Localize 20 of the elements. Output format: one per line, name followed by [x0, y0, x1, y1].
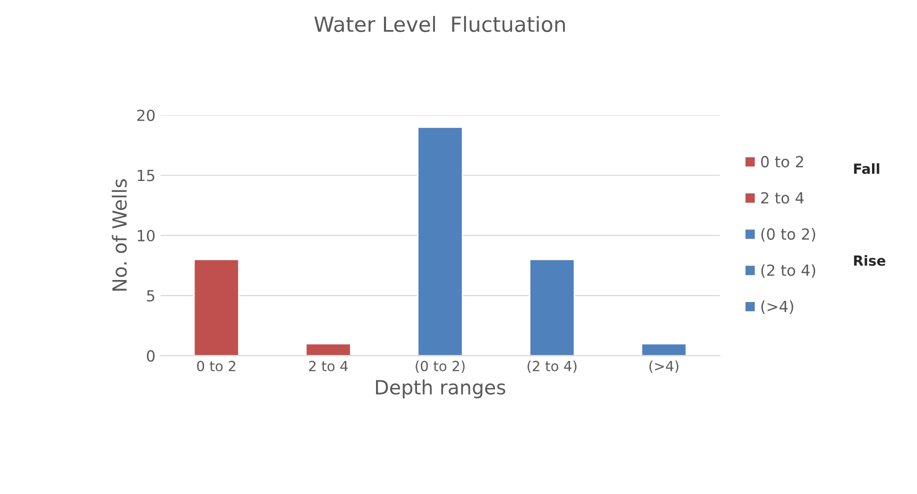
legend-label: 2 to 4: [761, 192, 804, 204]
x-tick-label: (2 to 4): [528, 360, 576, 373]
x-tick-label: (0 to 2): [416, 360, 465, 373]
y-tick-label: 10: [138, 230, 155, 242]
text: Rise: [854, 255, 886, 266]
legend-label: (0 to 2): [761, 228, 816, 242]
y-tick-label: 20: [137, 110, 155, 122]
x-tick-label: (>4): [649, 360, 678, 373]
legend-label: (>4): [761, 300, 794, 314]
x-tick-label: 2 to 4: [309, 360, 348, 372]
y-tick-label: 0: [146, 350, 155, 362]
chart-title: Water Level Fluctuation: [314, 16, 565, 32]
y-axis-title: No. of Wells: [112, 179, 127, 291]
text: Fall: [854, 163, 880, 174]
x-tick-label: 0 to 2: [197, 360, 236, 372]
x-axis-title: Depth ranges: [376, 380, 506, 398]
legend-label: 0 to 2: [761, 156, 804, 168]
legend-label: (2 to 4): [761, 264, 816, 278]
y-tick-label: 15: [138, 170, 154, 182]
y-tick-label: 5: [147, 290, 154, 302]
